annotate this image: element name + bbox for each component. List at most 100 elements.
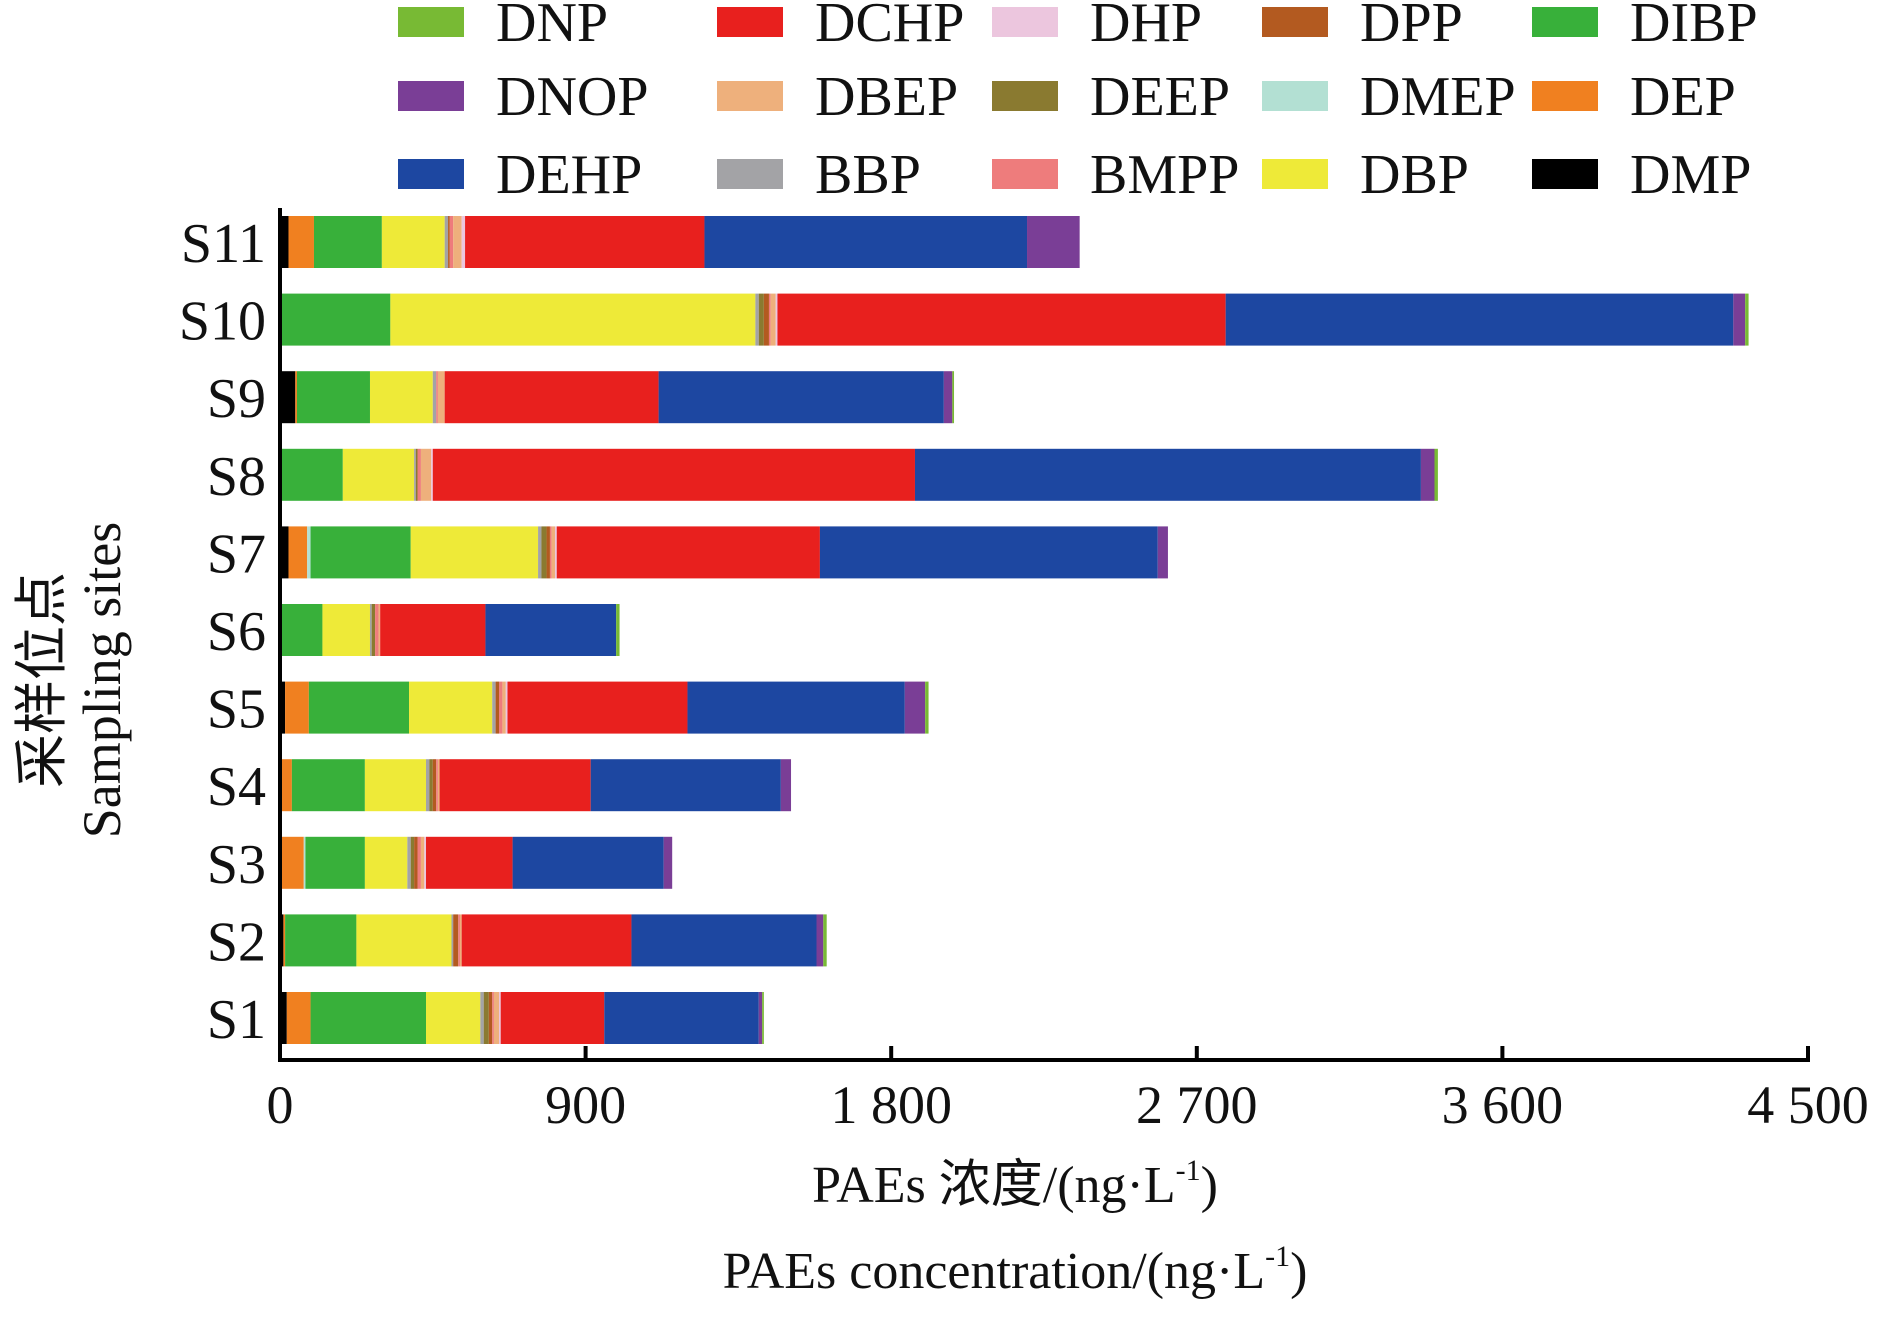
bar-row-s11: [280, 216, 1080, 268]
bars: [280, 216, 1749, 1044]
bar-segment-s9-dnp: [952, 371, 955, 424]
bar-segment-s3-dpp: [414, 836, 418, 889]
bar-segment-s11-dpp: [448, 216, 450, 268]
bar-segment-s7-dbp: [410, 526, 539, 579]
bar-segment-s3-dmep: [303, 836, 306, 889]
legend-label-dbep: DBEP: [815, 66, 958, 128]
bar-segment-s7-bmpp: [549, 526, 552, 579]
y-tick-label-s5: S5: [207, 679, 266, 741]
legend-swatch-bmpp: [992, 159, 1058, 189]
bar-segment-s7-dnop: [1157, 526, 1168, 579]
bar-segment-s5-dehp: [687, 681, 905, 734]
bar-segment-s7-dhp: [555, 526, 557, 579]
bar-segment-s4-dehp: [590, 759, 781, 812]
bar-segment-s11-dep: [288, 216, 314, 268]
x-tick-label-0: 0: [267, 1075, 294, 1135]
axes: [278, 208, 1810, 1062]
x-axis-title-zh: PAEs 浓度/(ng·L-1): [812, 1154, 1218, 1214]
bar-segment-s9-dnop: [943, 371, 953, 424]
bar-segment-s6-dibp: [280, 604, 323, 656]
bar-row-s6: [280, 604, 620, 656]
bar-segment-s11-dbep: [453, 216, 462, 268]
bar-segment-s1-dchp: [500, 992, 605, 1044]
bar-segment-s3-dibp: [305, 836, 365, 889]
legend-item-bbp: BBP: [717, 144, 921, 206]
bar-segment-s3-dep: [281, 836, 304, 889]
legend-item-dep: DEP: [1532, 66, 1736, 128]
bar-row-s4: [280, 759, 792, 812]
bar-segment-s10-dehp: [1225, 293, 1734, 346]
bar-segment-s2-bbp: [451, 914, 454, 967]
bar-segment-s10-dibp: [280, 293, 391, 346]
bar-segment-s10-dnp: [1745, 293, 1749, 346]
legend-item-dmp: DMP: [1532, 144, 1751, 206]
bar-segment-s10-dhp: [775, 293, 778, 346]
legend-label-dmep: DMEP: [1360, 66, 1516, 128]
legend-label-dchp: DCHP: [815, 0, 964, 54]
bar-segment-s6-bmpp: [375, 604, 379, 656]
bar-segment-s5-dbp: [409, 681, 493, 734]
x-axis-title-en: PAEs concentration/(ng·L-1): [723, 1240, 1308, 1300]
legend-swatch-dhp: [992, 7, 1058, 37]
bar-row-s1: [280, 992, 764, 1044]
bar-segment-s4-dibp: [291, 759, 365, 812]
bar-segment-s9-dbp: [369, 371, 433, 424]
legend-label-dmp: DMP: [1630, 144, 1751, 206]
bar-segment-s11-dhp: [461, 216, 466, 268]
bar-row-s9: [280, 371, 955, 424]
bar-segment-s1-dpp: [488, 992, 493, 1044]
legend: DNP DCHP DHP DPP DIBP DNOP DBEP DEEP DMEP DEP DEHP…: [398, 0, 1758, 206]
bar-segment-s9-dep: [295, 371, 297, 424]
legend-item-dnp: DNP: [398, 0, 608, 54]
bar-segment-s5-dibp: [308, 681, 410, 734]
bar-segment-s8-dbp: [342, 448, 415, 501]
legend-label-dbp: DBP: [1360, 144, 1469, 206]
bar-segment-s3-dchp: [426, 836, 513, 889]
legend-item-dmep: DMEP: [1262, 66, 1516, 128]
bar-segment-s9-bmpp: [436, 371, 438, 424]
y-tick-label-s1: S1: [207, 989, 266, 1051]
bar-segment-s11-dnop: [1027, 216, 1080, 268]
bar-segment-s1-bbp: [480, 992, 484, 1044]
y-axis-title-zh: 采样位点: [12, 572, 72, 788]
legend-swatch-deep: [992, 81, 1058, 111]
bar-row-s8: [280, 448, 1438, 501]
bar-segment-s3-deep: [410, 836, 415, 889]
bar-row-s2: [280, 914, 827, 967]
bar-segment-s2-dnp: [823, 914, 827, 967]
bar-segment-s6-deep: [371, 604, 376, 656]
bar-segment-s3-bbp: [407, 836, 411, 889]
legend-swatch-dep: [1532, 81, 1598, 111]
bar-segment-s2-dbep: [459, 914, 462, 967]
legend-swatch-dbp: [1262, 159, 1328, 189]
bar-segment-s9-dchp: [444, 371, 659, 424]
bar-segment-s8-dibp: [280, 448, 343, 501]
bar-segment-s5-dnop: [904, 681, 926, 734]
legend-label-bmpp: BMPP: [1090, 144, 1239, 206]
bar-segment-s1-dep: [286, 992, 311, 1044]
y-tick-label-s11: S11: [181, 213, 266, 275]
bar-segment-s5-bmpp: [499, 681, 503, 734]
bar-segment-s11-dmp: [280, 216, 289, 268]
bar-segment-s6-bbp: [369, 604, 372, 656]
bar-segment-s1-dhp: [499, 992, 501, 1044]
bar-segment-s10-dbp: [390, 293, 756, 346]
legend-item-dbp: DBP: [1262, 144, 1469, 206]
legend-swatch-dmep: [1262, 81, 1328, 111]
bar-segment-s11-bmpp: [449, 216, 454, 268]
bar-segment-s1-dmp: [280, 992, 287, 1044]
bar-segment-s7-dpp: [546, 526, 550, 579]
y-tick-label-s2: S2: [207, 911, 266, 973]
legend-item-dchp: DCHP: [717, 0, 964, 54]
bar-segment-s8-deep: [415, 448, 418, 501]
bar-segment-s7-dibp: [310, 526, 411, 579]
legend-swatch-dmp: [1532, 159, 1598, 189]
x-tick-label-3-600: 3 600: [1442, 1075, 1564, 1135]
legend-label-deep: DEEP: [1090, 66, 1230, 128]
bar-segment-s9-dmp: [280, 371, 296, 424]
bar-segment-s8-dnp: [1434, 448, 1438, 501]
bar-segment-s11-dehp: [704, 216, 1028, 268]
x-tick-label-900: 900: [545, 1075, 626, 1135]
bar-segment-s5-dchp: [507, 681, 688, 734]
